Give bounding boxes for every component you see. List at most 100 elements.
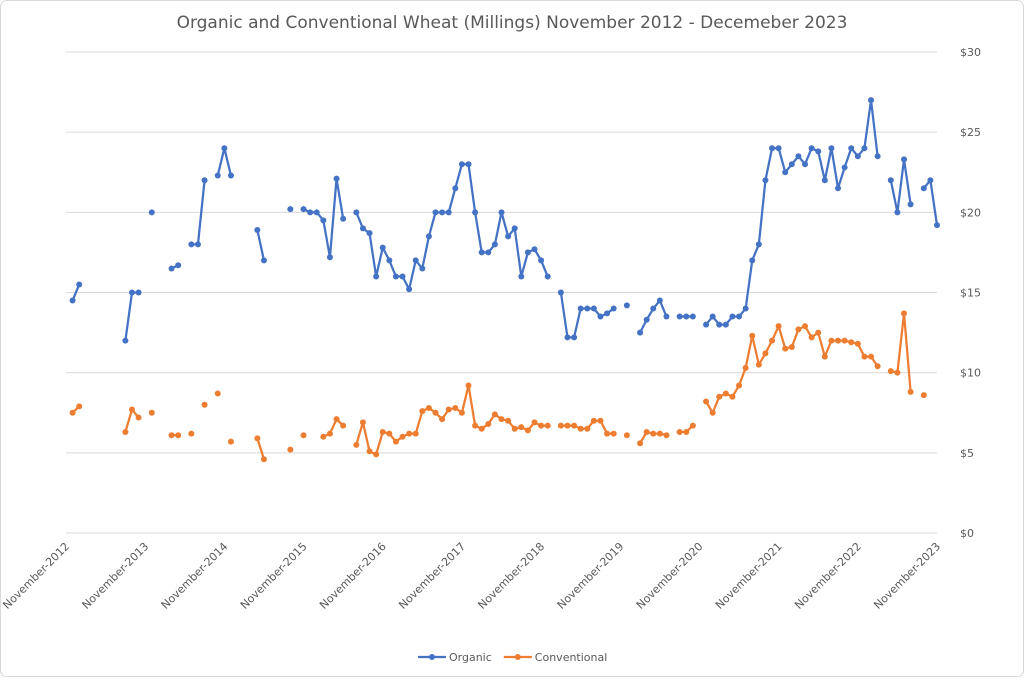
data-point: [782, 345, 789, 352]
y-tick-label: $30: [960, 46, 981, 59]
data-point: [135, 289, 142, 296]
data-point: [650, 430, 657, 437]
data-point: [841, 164, 848, 171]
data-point: [498, 416, 505, 423]
legend-marker: [429, 654, 435, 660]
legend-marker: [514, 654, 521, 660]
data-point: [254, 435, 261, 442]
data-point: [868, 353, 875, 360]
data-point: [175, 262, 182, 269]
data-point: [386, 257, 393, 264]
data-point: [894, 209, 901, 216]
data-point: [736, 313, 743, 320]
data-point: [425, 233, 432, 240]
data-point: [821, 353, 828, 360]
data-point: [399, 273, 406, 280]
data-point: [762, 177, 769, 184]
data-point: [722, 321, 729, 328]
data-point: [716, 393, 723, 400]
data-point: [227, 172, 234, 179]
data-point: [326, 254, 333, 261]
data-point: [762, 350, 769, 357]
data-point: [201, 401, 208, 408]
data-point: [623, 432, 630, 439]
y-tick-label: $15: [960, 287, 981, 300]
data-point: [472, 209, 479, 216]
data-point: [485, 420, 492, 427]
data-point: [571, 422, 578, 429]
data-point: [76, 281, 83, 288]
data-point: [320, 217, 327, 224]
data-point: [782, 169, 789, 176]
data-point: [656, 430, 663, 437]
data-point: [465, 161, 472, 168]
data-point: [861, 353, 868, 360]
data-point: [689, 313, 696, 320]
data-point: [716, 321, 723, 328]
series-line: [256, 229, 266, 261]
data-point: [769, 337, 776, 344]
y-tick-label: $10: [960, 367, 981, 380]
data-point: [439, 209, 446, 216]
data-point: [683, 313, 690, 320]
data-point: [729, 393, 736, 400]
data-point: [188, 430, 195, 437]
data-point: [412, 257, 419, 264]
data-point: [828, 337, 835, 344]
y-tick-label: $25: [960, 126, 981, 139]
data-point: [320, 433, 327, 440]
data-point: [848, 339, 855, 346]
data-point: [604, 310, 611, 317]
data-point: [307, 209, 314, 216]
data-point: [815, 329, 822, 336]
data-point: [478, 425, 485, 432]
data-point: [214, 390, 221, 397]
data-point: [432, 409, 439, 416]
data-point: [887, 177, 894, 184]
data-point: [148, 409, 155, 416]
data-point: [874, 363, 881, 370]
data-point: [518, 424, 525, 431]
data-point: [524, 427, 531, 434]
data-point: [373, 273, 380, 280]
data-point: [802, 323, 809, 330]
data-point: [887, 368, 894, 375]
data-point: [742, 305, 749, 312]
data-point: [412, 430, 419, 437]
data-point: [326, 430, 333, 437]
data-point: [775, 145, 782, 152]
data-point: [643, 316, 650, 323]
data-point: [128, 289, 135, 296]
data-point: [571, 334, 578, 341]
data-point: [854, 153, 861, 160]
data-point: [188, 241, 195, 248]
data-point: [742, 364, 749, 371]
data-point: [260, 257, 267, 264]
data-point: [366, 230, 373, 237]
data-point: [907, 388, 914, 395]
data-point: [69, 409, 76, 416]
legend-label: Organic: [449, 651, 492, 664]
data-point: [458, 409, 465, 416]
data-point: [749, 257, 756, 264]
data-point: [392, 438, 399, 445]
data-point: [604, 430, 611, 437]
data-point: [452, 404, 459, 411]
data-point: [828, 145, 835, 152]
data-point: [406, 430, 413, 437]
data-point: [584, 305, 591, 312]
data-point: [445, 209, 452, 216]
data-point: [564, 422, 571, 429]
data-point: [815, 148, 822, 155]
data-point: [755, 361, 762, 368]
data-point: [920, 185, 927, 192]
data-point: [854, 340, 861, 347]
data-point: [637, 440, 644, 447]
data-point: [901, 156, 908, 163]
data-point: [511, 225, 518, 232]
data-point: [366, 448, 373, 455]
data-point: [340, 215, 347, 222]
data-point: [69, 297, 76, 304]
data-point: [557, 422, 564, 429]
